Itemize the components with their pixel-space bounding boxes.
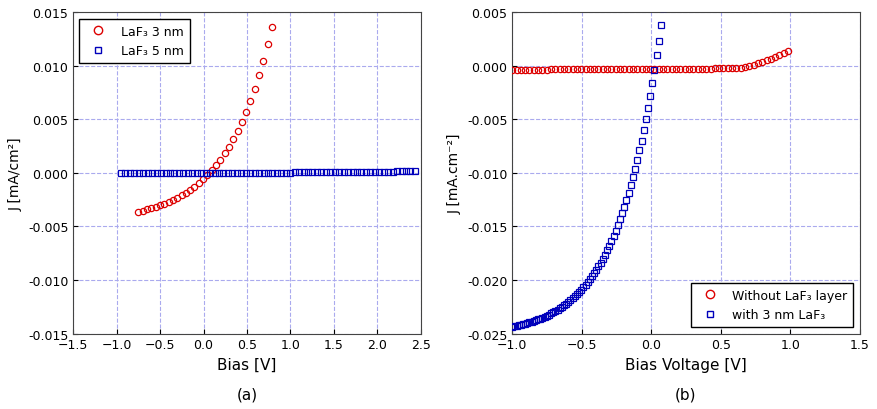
Legend: Without LaF₃ layer, with 3 nm LaF₃: Without LaF₃ layer, with 3 nm LaF₃	[690, 283, 852, 328]
Text: (b): (b)	[674, 387, 696, 402]
Y-axis label: J [mA.cm⁻²]: J [mA.cm⁻²]	[446, 133, 460, 213]
X-axis label: Bias [V]: Bias [V]	[217, 357, 276, 372]
Y-axis label: J [mA/cm²]: J [mA/cm²]	[8, 137, 22, 210]
X-axis label: Bias Voltage [V]: Bias Voltage [V]	[624, 357, 746, 372]
Text: (a): (a)	[236, 387, 257, 402]
Legend: LaF₃ 3 nm, LaF₃ 5 nm: LaF₃ 3 nm, LaF₃ 5 nm	[80, 20, 189, 64]
